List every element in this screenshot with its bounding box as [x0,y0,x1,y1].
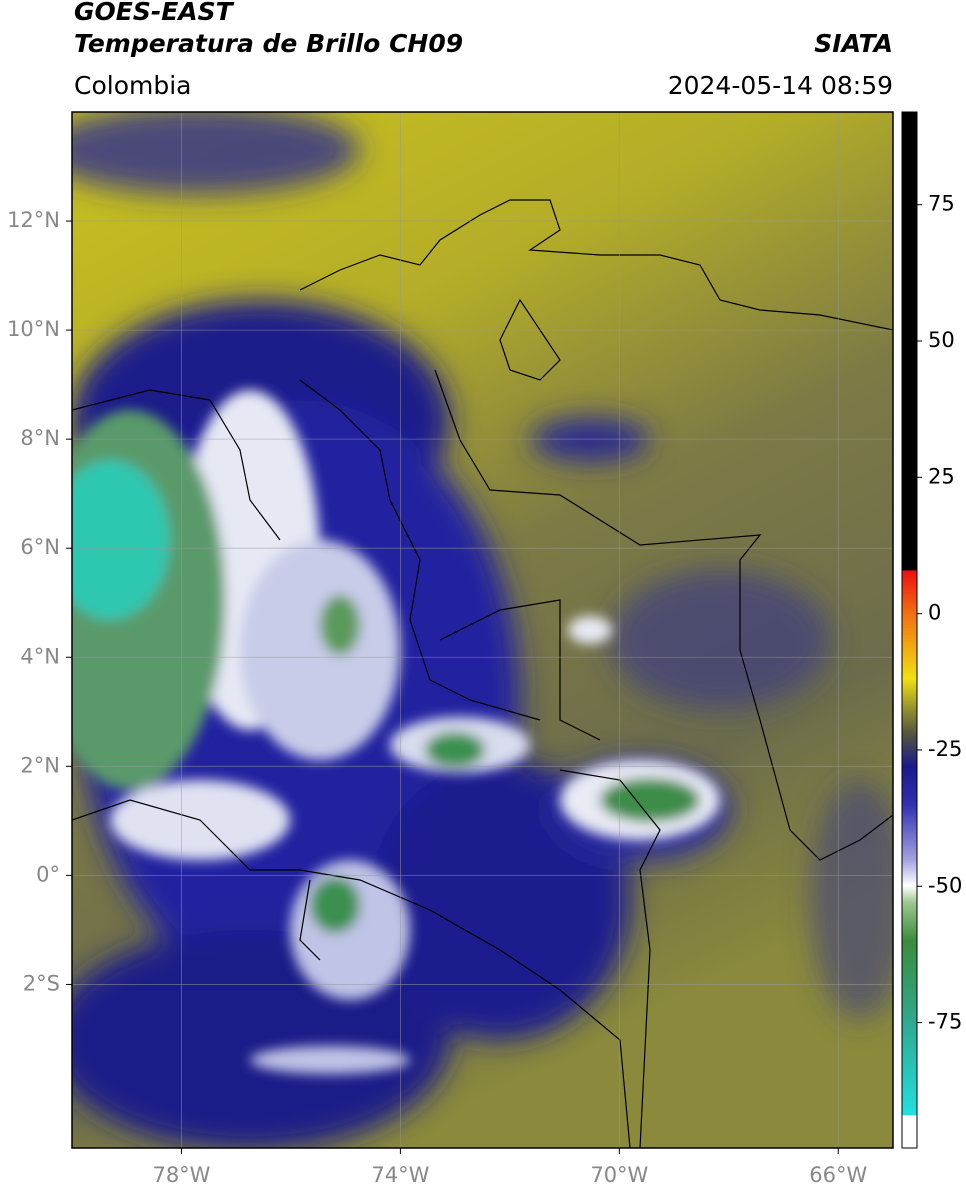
x-tick-label: 66°W [809,1163,867,1187]
y-tick-label: 2°N [20,753,60,777]
title: GOES-EAST [74,0,235,26]
colorbar-tick-label: -25 [928,737,962,761]
region: Colombia [74,71,191,100]
x-tick-label: 78°W [152,1163,210,1187]
y-tick-label: 6°N [20,535,60,559]
map-frame [71,111,894,1149]
colorbar-tick-label: -50 [928,873,962,897]
source: SIATA [814,29,893,58]
colorbar-tick-label: 0 [928,601,941,625]
x-tick-label: 74°W [371,1163,429,1187]
x-tick-label: 70°W [590,1163,648,1187]
colorbar-tick-label: 75 [928,192,955,216]
colorbar-tick-label: 50 [928,328,955,352]
y-tick-label: 10°N [7,317,60,341]
y-tick-label: 0° [36,862,60,886]
colorbar [901,111,918,1149]
colorbar-tick-label: -75 [928,1010,962,1034]
y-tick-label: 4°N [20,644,60,668]
title: Temperatura de Brillo CH09 [74,29,463,58]
grid [72,112,893,1148]
datetime: 2024-05-14 08:59 [668,71,893,100]
y-tick-label: 12°N [7,208,60,232]
satellite-image [72,112,893,1148]
colorbar-tick-label: 25 [928,464,955,488]
y-tick-label: 8°N [20,426,60,450]
y-tick-label: 2°S [23,971,60,995]
